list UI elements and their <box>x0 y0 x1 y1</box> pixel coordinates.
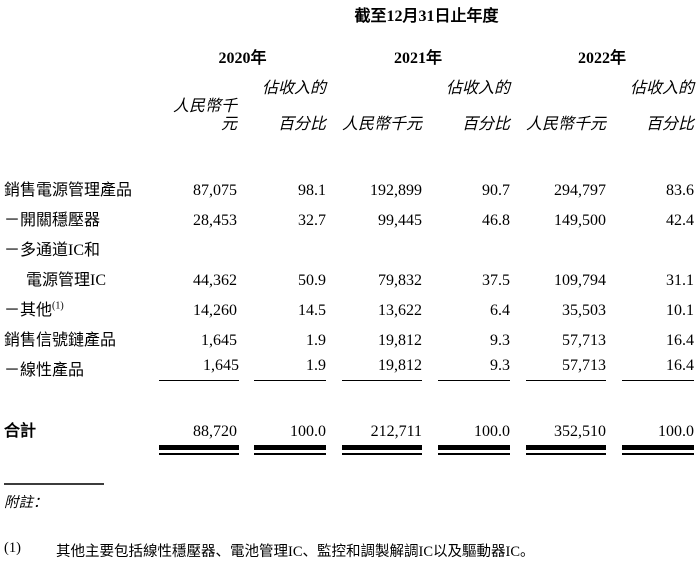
footnote-1: (1) 其他主要包括線性穩壓器、電池管理IC、監控和調製解調IC以及驅動器IC。 <box>4 540 690 561</box>
cell-value: 50.9 <box>298 272 326 290</box>
cell-value: 14.5 <box>298 302 326 320</box>
cell-value: 109,794 <box>554 272 606 290</box>
double-rule <box>159 445 239 456</box>
notes-heading: 附註： <box>4 494 48 511</box>
cell-value: 1.9 <box>306 332 326 350</box>
cell-value: 1,645 <box>159 351 239 381</box>
table-row-signal-chain-products: 銷售信號鏈產品 1,645 1.9 19,812 9.3 57,713 16.4 <box>4 321 694 351</box>
cell-value: 83.6 <box>666 182 695 200</box>
cell-value: 42.4 <box>666 212 695 230</box>
total-value: 100.0 <box>237 421 326 457</box>
row-label: 銷售電源管理產品 <box>4 182 133 200</box>
table-row-switching-regulators: －開關穩壓器 28,453 32.7 99,445 46.8 149,500 4… <box>4 201 694 231</box>
unit-header-row: 人民幣千元 百分比 人民幣千元 百分比 人民幣千元 百分比 <box>4 98 694 135</box>
cell-value: 46.8 <box>482 212 510 230</box>
total-value: 100.0 <box>422 421 510 457</box>
double-rule <box>254 445 326 456</box>
cell-value: 6.4 <box>490 302 510 320</box>
cell-value: 28,453 <box>193 212 237 230</box>
cell-value: 99,445 <box>378 212 422 230</box>
share-header-2020: 佔收入的 <box>261 79 326 97</box>
cell-value: 57,713 <box>510 351 606 381</box>
table-title-row: 截至12月31日止年度 <box>4 8 694 38</box>
share-header-2022: 佔收入的 <box>630 79 695 97</box>
row-label: －多通道IC和 <box>4 242 101 260</box>
cell-value: 13,622 <box>378 302 422 320</box>
year-header-2022: 2022年 <box>578 49 627 67</box>
total-value: 212,711 <box>326 421 422 457</box>
cell-value: 98.1 <box>298 182 326 200</box>
cell-value: 57,713 <box>562 332 606 350</box>
cell-value: 79,832 <box>378 272 422 290</box>
cell-value: 1.9 <box>237 351 326 381</box>
year-header-row: 2020年 2021年 2022年 <box>4 38 694 68</box>
cell-value: 10.1 <box>666 302 695 320</box>
table-row-power-products: 銷售電源管理產品 87,075 98.1 192,899 90.7 294,79… <box>4 171 694 201</box>
cell-value: 87,075 <box>193 182 237 200</box>
pct-header-2021: 百分比 <box>461 116 510 134</box>
cell-value: 9.3 <box>422 351 510 381</box>
double-rule <box>438 445 510 456</box>
cell-value: 19,812 <box>326 351 422 381</box>
cell-value: 9.3 <box>490 332 510 350</box>
cell-value: 90.7 <box>482 182 510 200</box>
year-header-2021: 2021年 <box>393 49 442 67</box>
share-header-2021: 佔收入的 <box>445 79 510 97</box>
amount-header-2022: 人民幣千元 <box>525 116 606 134</box>
total-label: 合計 <box>4 422 37 440</box>
table-row-multichannel-ic-line2: 電源管理IC 44,362 50.9 79,832 37.5 109,794 3… <box>4 261 694 291</box>
cell-value: 1,645 <box>201 332 237 350</box>
footnote-marker: (1) <box>4 539 21 556</box>
cell-value: 32.7 <box>298 212 326 230</box>
total-value: 88,720 <box>159 421 239 457</box>
cell-value: 31.1 <box>666 272 695 290</box>
row-label: 電源管理IC <box>26 272 107 290</box>
table-row-linear-products: －線性產品 1,645 1.9 19,812 9.3 57,713 16.4 <box>4 351 695 381</box>
cell-value: 149,500 <box>554 212 606 230</box>
double-rule <box>342 445 422 456</box>
cell-value: 14,260 <box>193 302 237 320</box>
table-row-multichannel-ic-line1: －多通道IC和 <box>4 231 694 261</box>
cell-value: 294,797 <box>554 182 606 200</box>
revenue-breakdown-table: 截至12月31日止年度 2020年 2021年 2022年 佔收入的 佔收入的 … <box>4 8 695 457</box>
pct-header-2022: 百分比 <box>646 116 695 134</box>
cell-value: 19,812 <box>378 332 422 350</box>
double-rule <box>622 445 695 456</box>
cell-value: 37.5 <box>482 272 510 290</box>
row-label: －其他(1) <box>4 301 64 320</box>
table-row-total: 合計 88,720 100.0 212,711 100.0 352,510 10… <box>4 421 695 457</box>
cell-value: 35,503 <box>562 302 606 320</box>
footnote-text: 其他主要包括線性穩壓器、電池管理IC、監控和調製解調IC以及驅動器IC。 <box>56 543 535 560</box>
amount-header-2021: 人民幣千元 <box>341 116 422 134</box>
table-row-others: －其他(1) 14,260 14.5 13,622 6.4 35,503 10.… <box>4 291 694 321</box>
cell-value: 44,362 <box>193 272 237 290</box>
table-title: 截至12月31日止年度 <box>354 8 499 25</box>
cell-value: 16.4 <box>666 332 695 350</box>
footnote-ref-1: (1) <box>52 301 64 313</box>
share-header-row: 佔收入的 佔收入的 佔收入的 <box>4 68 694 98</box>
cell-value: 192,899 <box>370 182 422 200</box>
row-label: －開關穩壓器 <box>4 212 101 230</box>
row-label: 銷售信號鏈產品 <box>4 332 117 350</box>
pct-header-2020: 百分比 <box>277 116 326 134</box>
cell-value: 16.4 <box>606 351 695 381</box>
year-header-2020: 2020年 <box>218 49 267 67</box>
row-label: －線性產品 <box>4 362 85 380</box>
total-value: 100.0 <box>606 421 695 457</box>
total-value: 352,510 <box>510 421 606 457</box>
double-rule <box>526 445 606 456</box>
notes-separator-line <box>4 482 104 485</box>
amount-header-2020: 人民幣千元 <box>172 98 237 134</box>
